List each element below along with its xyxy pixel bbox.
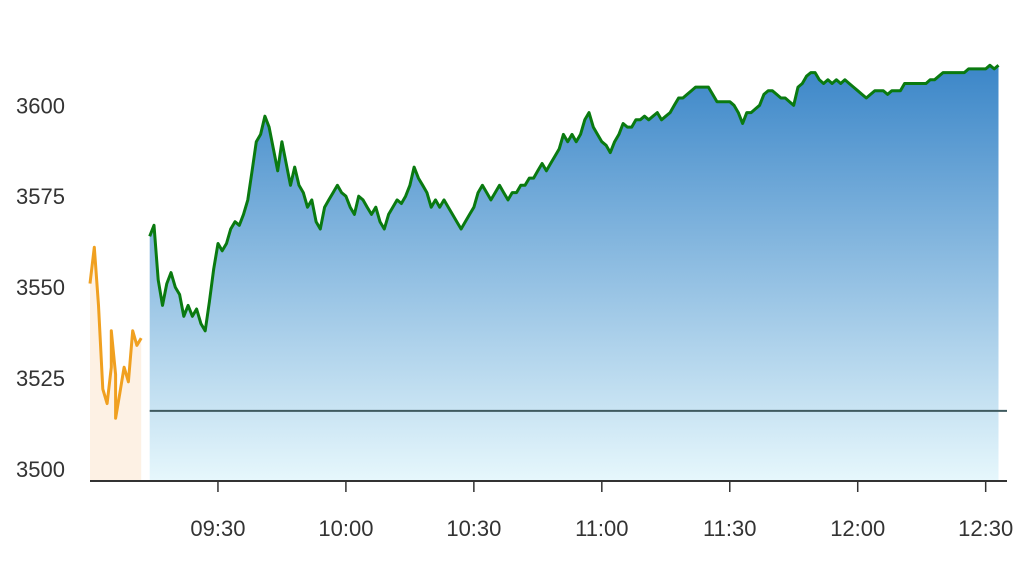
x-axis-tick-label: 10:30 [446, 516, 501, 541]
y-axis-tick-label: 3525 [16, 366, 65, 391]
x-axis-tick-label: 11:00 [575, 516, 628, 541]
session-price-line [148, 63, 1000, 333]
x-axis-tick-label: 12:30 [958, 516, 1013, 541]
y-axis-tick-label: 3575 [16, 184, 65, 209]
session-area-fill [149, 65, 999, 481]
x-axis-tick-label: 09:30 [190, 516, 245, 541]
x-axis-tick-label: 11:30 [703, 516, 756, 541]
premarket-price-line [88, 245, 143, 420]
y-axis-tick-label: 3600 [16, 93, 65, 118]
y-axis-tick-label: 3500 [16, 457, 65, 482]
x-axis-tick-label: 12:00 [830, 516, 885, 541]
premarket-area-fill [90, 247, 142, 480]
x-axis-tick-label: 10:00 [318, 516, 373, 541]
y-axis-tick-label: 3550 [16, 275, 65, 300]
